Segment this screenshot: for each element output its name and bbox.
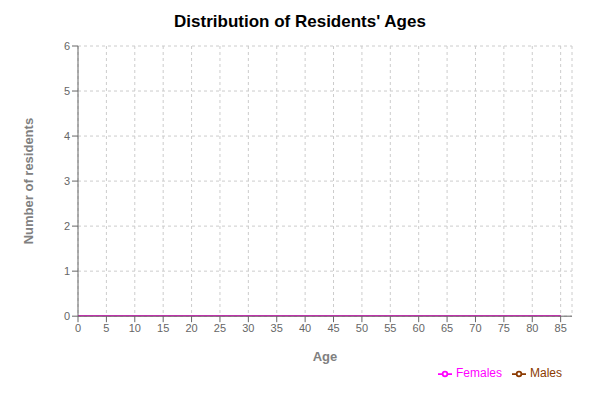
svg-text:3: 3 <box>64 175 70 187</box>
svg-text:2: 2 <box>64 220 70 232</box>
svg-text:30: 30 <box>242 322 254 334</box>
svg-text:Age: Age <box>313 349 338 364</box>
svg-text:5: 5 <box>64 85 70 97</box>
svg-text:Number of residents: Number of residents <box>21 118 36 244</box>
svg-text:20: 20 <box>185 322 197 334</box>
svg-text:0: 0 <box>75 322 81 334</box>
html-text:Females: Females <box>456 366 502 381</box>
svg-text:65: 65 <box>441 322 453 334</box>
svg-text:15: 15 <box>157 322 169 334</box>
svg-text:40: 40 <box>299 322 311 334</box>
svg-text:1: 1 <box>64 265 70 277</box>
svg-text:50: 50 <box>356 322 368 334</box>
svg-text:70: 70 <box>469 322 481 334</box>
svg-text:6: 6 <box>64 40 70 52</box>
svg-text:45: 45 <box>327 322 339 334</box>
svg-text:80: 80 <box>526 322 538 334</box>
html-text:Males: Males <box>530 366 562 381</box>
svg-text:60: 60 <box>413 322 425 334</box>
html-text:Distribution of Residents' Age: Distribution of Residents' Ages <box>174 12 426 31</box>
svg-text:4: 4 <box>64 130 70 142</box>
svg-text:10: 10 <box>129 322 141 334</box>
svg-text:35: 35 <box>271 322 283 334</box>
svg-text:0: 0 <box>64 310 70 322</box>
svg-text:75: 75 <box>498 322 510 334</box>
svg-text:25: 25 <box>214 322 226 334</box>
svg-text:5: 5 <box>103 322 109 334</box>
svg-text:55: 55 <box>384 322 396 334</box>
svg-text:85: 85 <box>555 322 567 334</box>
